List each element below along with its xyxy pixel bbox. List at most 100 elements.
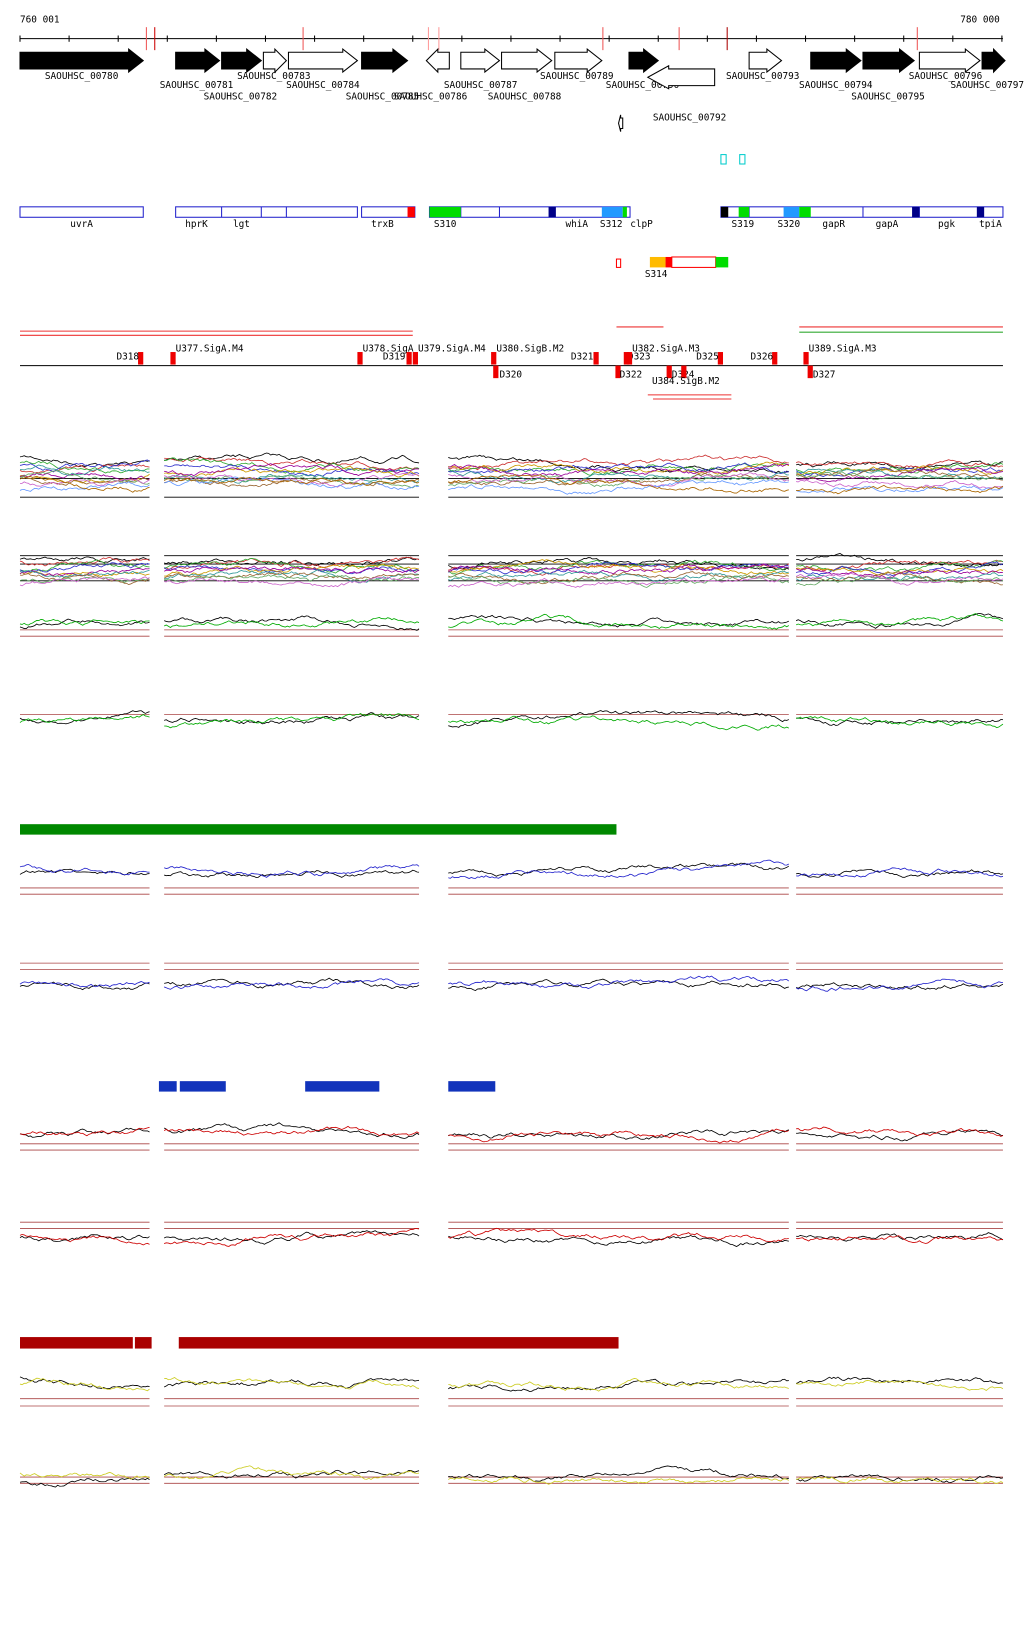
region-box bbox=[615, 258, 622, 268]
signal-trace bbox=[19, 462, 150, 474]
signal-trace bbox=[19, 569, 150, 578]
gene-label: SAOUHSC_00793 bbox=[726, 71, 800, 82]
signal-trace bbox=[448, 563, 789, 575]
feature-mark bbox=[681, 365, 687, 379]
signal-trace bbox=[448, 1378, 789, 1393]
feature-mark bbox=[807, 365, 813, 379]
gene-label: SAOUHSC_00780 bbox=[45, 71, 119, 82]
gene-label: SAOUHSC_00792 bbox=[653, 113, 726, 124]
signal-trace bbox=[19, 562, 150, 573]
region-label: S319 bbox=[732, 219, 755, 230]
track-bar bbox=[134, 1337, 152, 1349]
feature-label: D326 bbox=[751, 352, 774, 363]
gene-label: SAOUHSC_00787 bbox=[444, 80, 518, 91]
region-fill bbox=[720, 206, 729, 218]
feature-mark bbox=[170, 352, 176, 365]
feature-label: U384.SigB.M2 bbox=[652, 376, 720, 387]
signal-trace bbox=[163, 1230, 420, 1245]
gene-label: SAOUHSC_00784 bbox=[286, 80, 360, 91]
signal-trace bbox=[448, 472, 789, 487]
region-fill bbox=[799, 206, 811, 218]
gene-arrow bbox=[810, 48, 862, 74]
region-label: trxB bbox=[371, 219, 394, 230]
signal-trace bbox=[795, 459, 1004, 468]
feature-label: U389.SigA.M3 bbox=[809, 343, 877, 354]
signal-trace bbox=[448, 715, 790, 731]
gene-arrow bbox=[221, 48, 263, 74]
signal-trace bbox=[448, 975, 790, 989]
feature-mark bbox=[412, 352, 418, 365]
feature-label: D320 bbox=[499, 370, 522, 381]
signal-trace bbox=[795, 613, 1004, 627]
signal-trace bbox=[448, 1378, 789, 1392]
track-bar bbox=[20, 1337, 133, 1349]
signal-trace bbox=[448, 479, 789, 495]
feature-mark bbox=[803, 352, 809, 365]
signal-trace bbox=[448, 978, 789, 992]
gene-arrow bbox=[628, 48, 660, 74]
region-fill bbox=[649, 256, 666, 268]
signal-trace bbox=[164, 1377, 420, 1390]
gene-label: SAOUHSC_00786 bbox=[394, 92, 468, 103]
feature-label: D327 bbox=[813, 370, 836, 381]
signal-trace bbox=[164, 574, 420, 583]
gene-arrow bbox=[646, 64, 716, 90]
axis-end: 780 000 bbox=[960, 14, 1000, 25]
signal-trace bbox=[163, 978, 420, 990]
signal-trace bbox=[163, 617, 420, 628]
gene-label: SAOUHSC_00789 bbox=[540, 71, 614, 82]
region-label: hprK bbox=[185, 219, 208, 230]
track-bar bbox=[305, 1081, 380, 1092]
signal-trace bbox=[163, 1378, 420, 1389]
signal-trace bbox=[163, 477, 420, 486]
signal-trace bbox=[164, 558, 420, 574]
signal-trace bbox=[19, 1127, 150, 1138]
signal-trace bbox=[795, 462, 1004, 475]
signal-trace bbox=[164, 465, 420, 479]
gene-arrow bbox=[19, 48, 145, 74]
region-label: gapR bbox=[822, 219, 845, 230]
signal-trace bbox=[19, 980, 150, 988]
signal-trace bbox=[448, 614, 790, 628]
signal-trace bbox=[796, 1126, 1004, 1137]
gene-label: SAOUHSC_00797 bbox=[951, 80, 1024, 91]
gene-arrow bbox=[501, 48, 553, 74]
signal-trace bbox=[795, 471, 1004, 481]
signal-trace bbox=[19, 459, 150, 473]
signal-trace bbox=[164, 569, 420, 584]
gene-label: SAOUHSC_00794 bbox=[799, 80, 873, 91]
signal-trace bbox=[19, 863, 150, 876]
signal-trace bbox=[19, 618, 150, 626]
signal-trace bbox=[796, 867, 1004, 878]
region-label: clpP bbox=[630, 219, 653, 230]
signal-trace bbox=[448, 1234, 789, 1247]
feature-label: D322 bbox=[620, 370, 643, 381]
region-box bbox=[361, 206, 416, 218]
signal-trace bbox=[796, 1129, 1003, 1142]
region-label: lgt bbox=[233, 219, 250, 230]
track-bar bbox=[178, 1337, 619, 1349]
signal-trace bbox=[164, 977, 420, 989]
signal-trace bbox=[19, 455, 150, 468]
signal-trace bbox=[164, 869, 420, 878]
region-label: gapA bbox=[876, 219, 899, 230]
gene-arrow bbox=[460, 48, 501, 74]
track-bar bbox=[179, 1081, 226, 1092]
signal-trace bbox=[19, 576, 150, 587]
region-box bbox=[175, 206, 358, 218]
region-fill bbox=[976, 206, 985, 218]
gene-label: SAOUHSC_00795 bbox=[851, 92, 925, 103]
region-fill bbox=[912, 206, 920, 218]
signal-trace bbox=[19, 1477, 150, 1488]
signal-trace bbox=[164, 576, 420, 588]
track-bar bbox=[448, 1081, 496, 1092]
signal-trace bbox=[796, 467, 1003, 481]
gene-arrow bbox=[618, 114, 624, 132]
region-label: pgk bbox=[938, 219, 955, 230]
signal-trace bbox=[19, 469, 150, 485]
gene-label: SAOUHSC_00782 bbox=[204, 92, 277, 103]
feature-label: U377.SigA.M4 bbox=[176, 343, 244, 354]
signal-trace bbox=[164, 1228, 420, 1247]
